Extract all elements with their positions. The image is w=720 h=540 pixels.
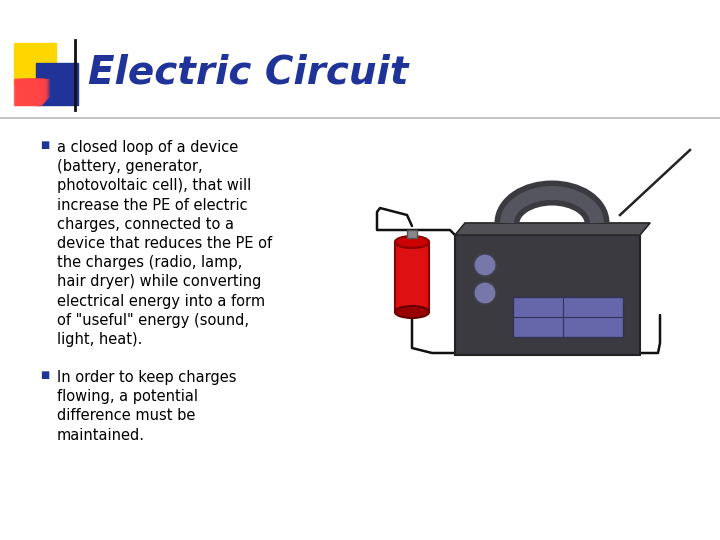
Text: ■: ■	[40, 370, 50, 380]
Circle shape	[474, 282, 496, 304]
Bar	[14, 43, 56, 85]
Bar	[25, 79, 45, 99]
Bar	[33, 79, 50, 96]
Text: ■: ■	[40, 140, 50, 150]
Bar	[29, 79, 48, 98]
Bar	[31, 79, 48, 97]
Bar	[28, 79, 47, 98]
Text: In order to keep charges
flowing, a potential
difference must be
maintained.: In order to keep charges flowing, a pote…	[57, 370, 236, 443]
FancyBboxPatch shape	[455, 235, 640, 355]
Bar	[26, 79, 46, 99]
Bar	[32, 79, 49, 96]
Bar	[21, 79, 43, 102]
Ellipse shape	[395, 306, 429, 318]
Bar	[22, 79, 44, 101]
Bar	[513, 297, 623, 337]
Bar	[16, 79, 41, 104]
Bar	[24, 79, 45, 100]
Bar	[395, 242, 429, 312]
Bar	[27, 79, 47, 98]
Polygon shape	[455, 223, 650, 235]
Bar	[17, 79, 42, 104]
Bar	[23, 79, 45, 100]
Bar	[407, 230, 417, 238]
Circle shape	[474, 254, 496, 276]
Bar	[14, 79, 40, 105]
Ellipse shape	[395, 236, 429, 248]
Bar	[30, 79, 48, 97]
Text: a closed loop of a device
(battery, generator,
photovoltaic cell), that will
inc: a closed loop of a device (battery, gene…	[57, 140, 272, 347]
Text: Electric Circuit: Electric Circuit	[88, 53, 408, 91]
Bar	[36, 63, 78, 105]
Bar	[20, 79, 43, 102]
Bar	[18, 79, 42, 103]
Bar	[19, 79, 42, 103]
Bar	[15, 79, 40, 105]
